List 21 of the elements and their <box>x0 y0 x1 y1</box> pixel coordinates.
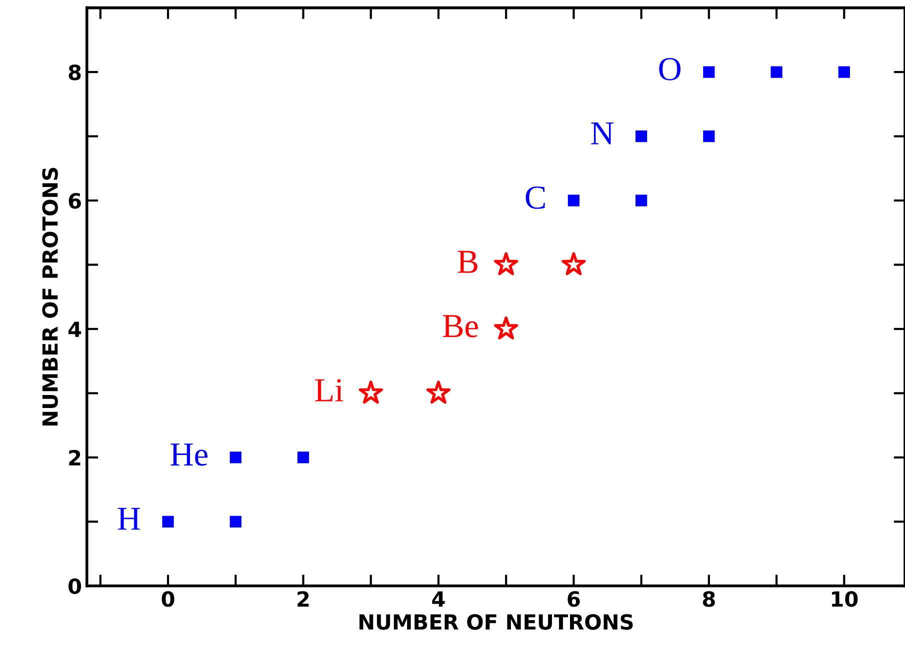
y-tick-label: 4 <box>68 322 82 337</box>
annotation: O <box>659 58 681 80</box>
annotation: H <box>118 508 140 530</box>
x-tick-label: 6 <box>568 591 580 607</box>
annotation: B <box>458 250 478 273</box>
x-tick-label: 10 <box>832 591 858 607</box>
x-tick-label: 2 <box>298 591 309 607</box>
annotation: Be <box>442 315 478 338</box>
y-tick-label: 6 <box>68 192 81 209</box>
annotation: He <box>170 444 208 466</box>
x-axis-title: NUMBER OF NEUTRONS <box>360 614 633 630</box>
annotation: C <box>526 186 545 209</box>
y-axis-title: NUMBER OF PROTONS <box>42 168 58 426</box>
y-tick-label: 8 <box>68 64 81 80</box>
x-tick-label: 4 <box>432 591 445 607</box>
x-tick-label: 0 <box>162 591 174 607</box>
x-tick-label: 8 <box>702 591 715 607</box>
annotation: Li <box>315 379 344 402</box>
y-tick-label: 2 <box>69 450 80 466</box>
y-tick-label: 0 <box>68 578 82 594</box>
annotation: N <box>591 122 614 144</box>
